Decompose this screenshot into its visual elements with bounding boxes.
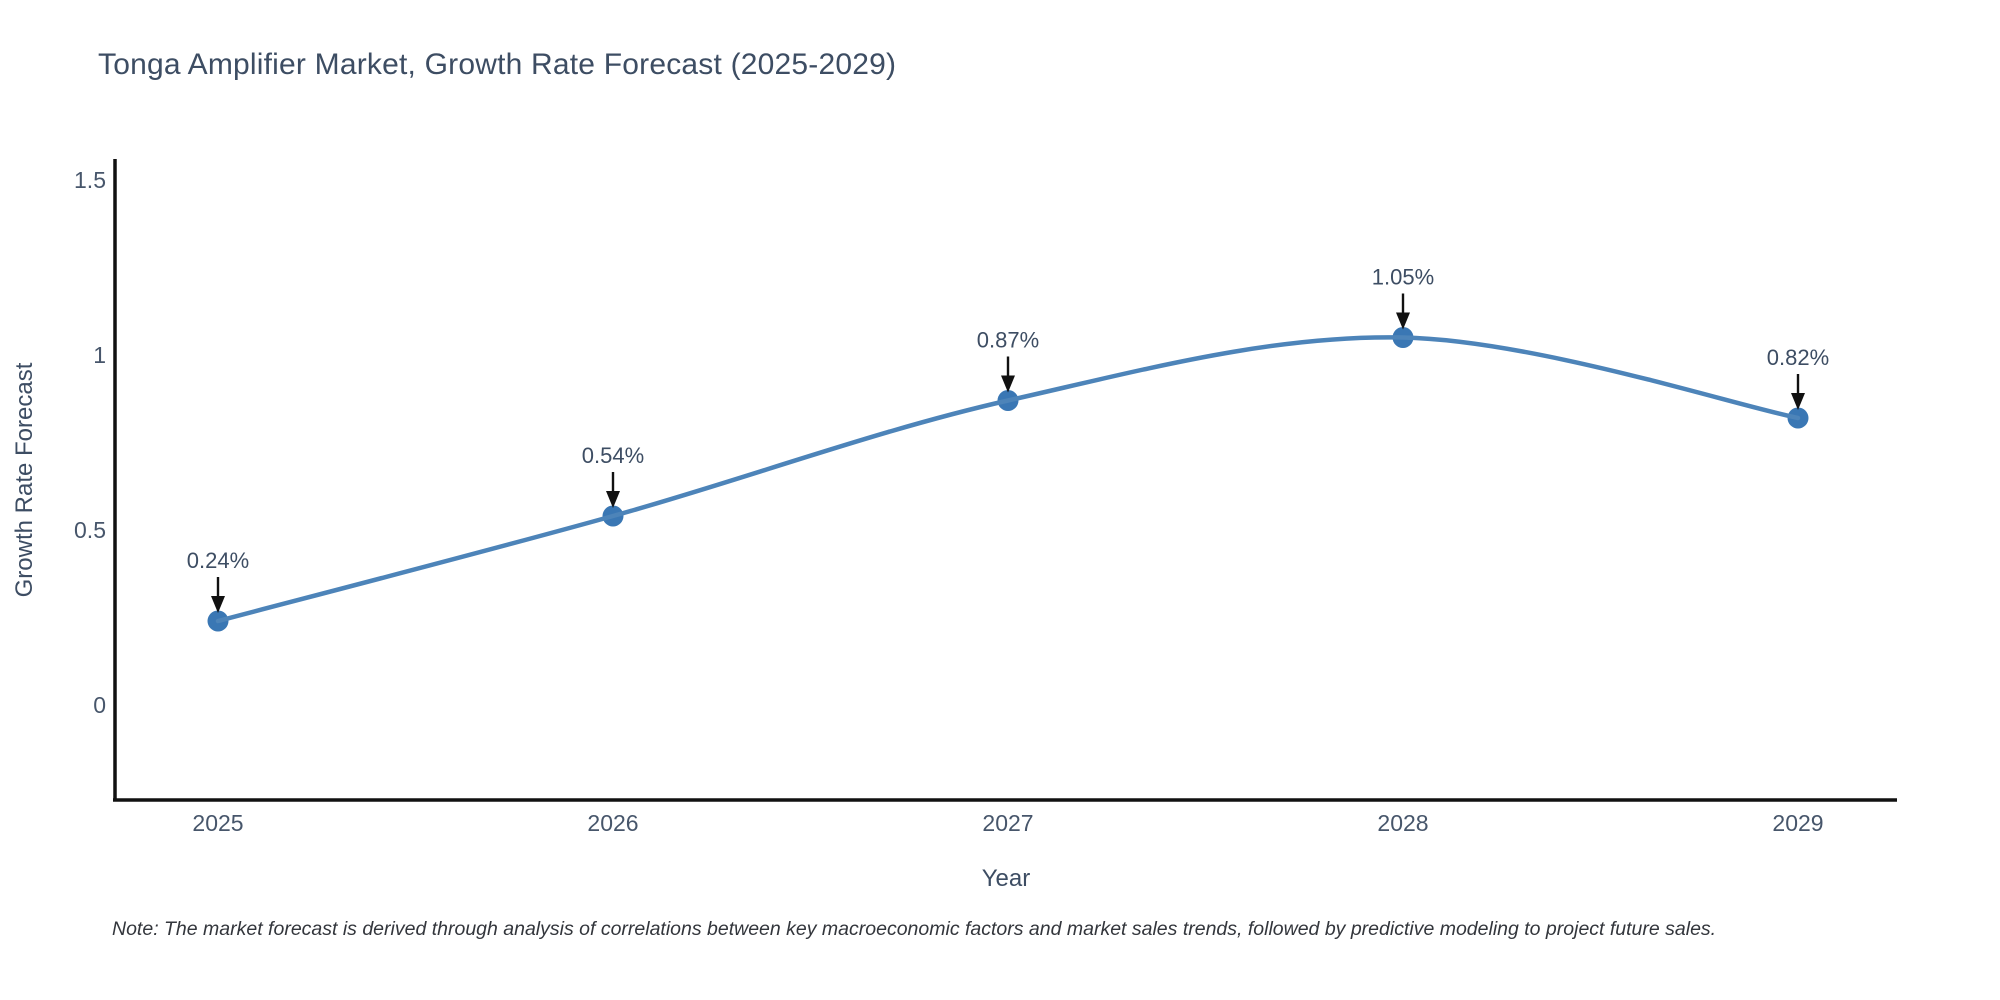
series-line — [215, 335, 1801, 624]
data-point-label: 0.87% — [977, 328, 1039, 353]
data-point-label: 0.24% — [187, 548, 249, 573]
data-point-label: 0.54% — [582, 443, 644, 468]
annotation-arrowhead — [1791, 393, 1805, 410]
footnote: Note: The market forecast is derived thr… — [112, 918, 1717, 940]
x-tick-label: 2029 — [1772, 810, 1823, 836]
series-group — [207, 327, 1809, 632]
y-axis-title: Growth Rate Forecast — [11, 362, 38, 597]
y-tick-label: 0 — [93, 692, 106, 718]
data-point-label: 0.82% — [1767, 345, 1829, 370]
data-point-label: 1.05% — [1372, 265, 1434, 290]
y-tick-label: 1 — [93, 342, 106, 368]
chart-title: Tonga Amplifier Market, Growth Rate Fore… — [98, 48, 897, 81]
x-tick-label: 2025 — [192, 810, 243, 836]
y-tick-label: 1.5 — [74, 167, 106, 193]
x-tick-label: 2028 — [1377, 810, 1428, 836]
axis-tick-labels: 0 0.5 1 1.5 2025 2026 2027 2028 2029 — [74, 167, 1824, 836]
y-tick-label: 0.5 — [74, 517, 106, 543]
x-tick-label: 2026 — [587, 810, 638, 836]
x-tick-label: 2027 — [982, 810, 1033, 836]
annotation-arrowhead — [1001, 375, 1015, 393]
x-axis-title: Year — [982, 865, 1031, 892]
annotation-arrowhead — [606, 491, 620, 508]
annotations-group: 0.24% 0.54% 0.87% 1.05% 0.82% — [187, 265, 1829, 613]
annotation-arrowhead — [211, 596, 225, 613]
annotation-arrowhead — [1396, 312, 1410, 330]
